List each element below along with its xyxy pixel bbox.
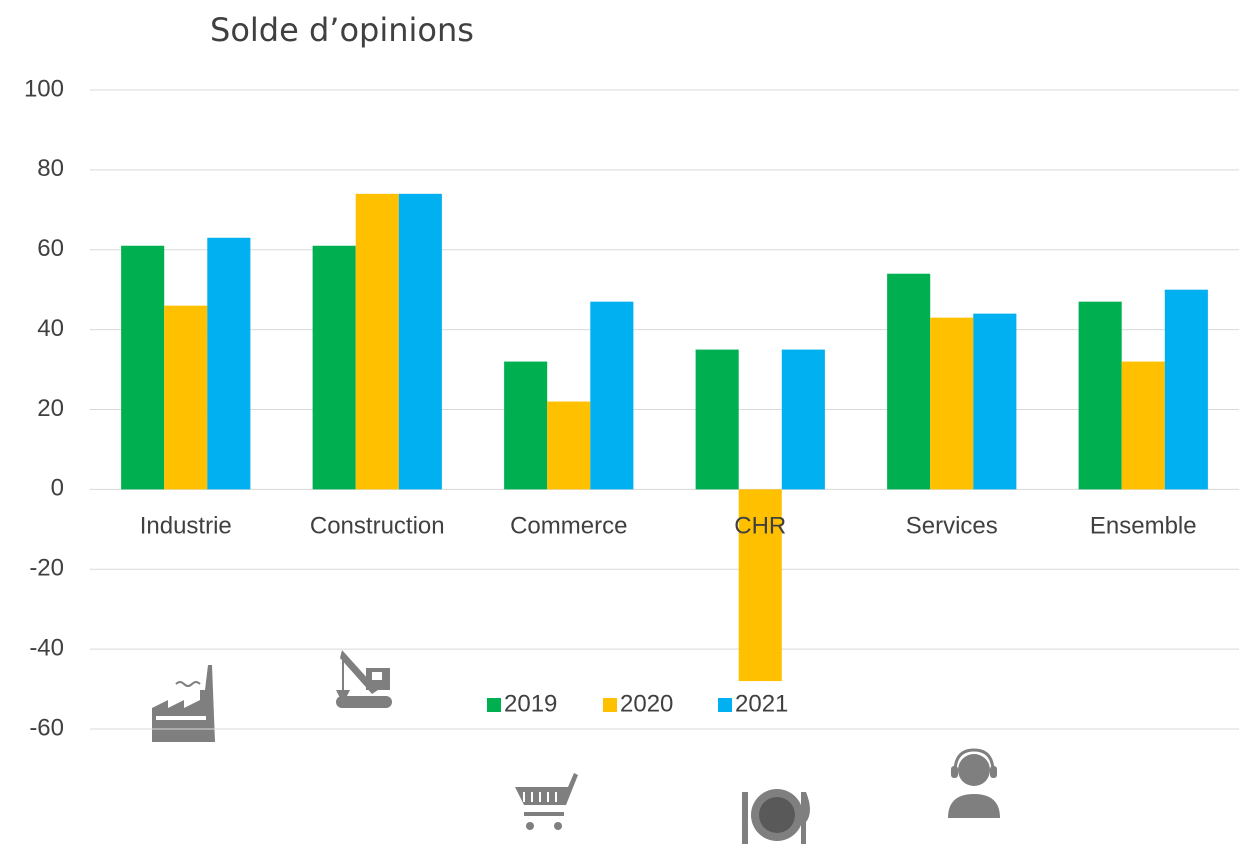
y-tick-label: 100 [24,75,64,102]
legend-label: 2020 [620,690,673,717]
y-tick-label: 20 [37,395,64,422]
y-tick-label: -20 [29,555,64,582]
x-tick-label: CHR [734,513,786,540]
bar [312,245,356,490]
bar [547,401,591,490]
bar [1164,289,1208,490]
x-tick-label: Construction [310,513,445,540]
bar [973,313,1017,490]
headset-icon [948,748,1000,818]
chart-title: Solde d’opinions [210,11,474,49]
legend-swatch [718,698,732,712]
x-tick-label: Industrie [140,513,232,540]
bar [695,349,739,490]
legend-swatch [487,698,501,712]
y-tick-label: 80 [37,155,64,182]
bar [781,349,825,490]
factory-icon [152,665,215,742]
bar [1078,301,1122,490]
legend-label: 2019 [504,690,557,717]
x-tick-label: Ensemble [1090,513,1197,540]
bar [590,301,634,490]
bar [121,245,165,490]
y-tick-label: -60 [29,714,64,741]
bar [164,305,208,490]
y-tick-label: 40 [37,315,64,342]
y-tick-label: -40 [29,634,64,661]
cart-icon [515,773,578,830]
bar [207,237,251,490]
x-tick-label: Commerce [510,513,627,540]
x-tick-label: Services [906,513,998,540]
bar [504,361,548,490]
icons [152,650,1000,844]
y-tick-label: 0 [51,475,64,502]
bar [738,489,782,682]
bar [930,317,974,490]
crane-icon [336,650,392,708]
bar [1121,361,1165,490]
bar [355,193,399,490]
plate-icon [742,789,810,844]
legend-swatch [603,698,617,712]
legend-label: 2021 [735,690,788,717]
bar [398,193,442,490]
y-tick-label: 60 [37,235,64,262]
bar [887,273,931,490]
